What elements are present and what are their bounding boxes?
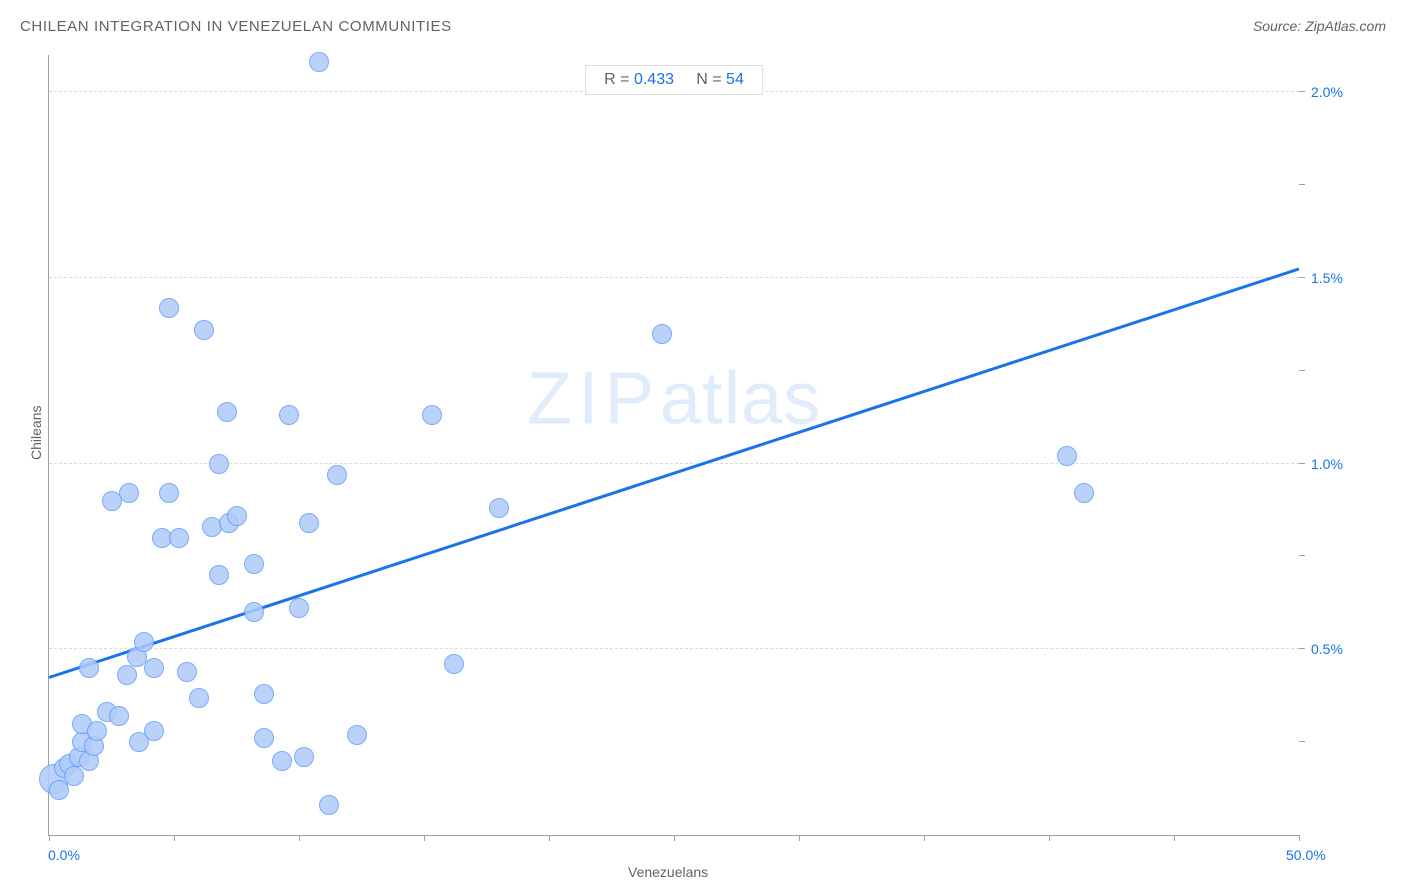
data-point	[319, 795, 339, 815]
y-tick-label: 1.5%	[1311, 270, 1343, 286]
data-point	[144, 721, 164, 741]
regression-line	[49, 268, 1300, 679]
r-label: R =	[604, 71, 634, 88]
data-point	[169, 528, 189, 548]
x-axis-label: Venezuelans	[628, 864, 708, 880]
x-axis-max-label: 50.0%	[1286, 847, 1326, 863]
x-tick	[674, 835, 675, 841]
data-point	[144, 658, 164, 678]
y-tick	[1299, 648, 1305, 649]
x-tick	[49, 835, 50, 841]
data-point	[272, 751, 292, 771]
y-tick	[1299, 277, 1305, 278]
watermark-zip: ZIP	[527, 357, 660, 440]
data-point	[422, 405, 442, 425]
gridline	[49, 648, 1299, 649]
gridline	[49, 463, 1299, 464]
y-axis-label: Chileans	[28, 406, 44, 460]
y-tick	[1299, 463, 1305, 464]
y-tick-label: 2.0%	[1311, 84, 1343, 100]
source-attribution: Source: ZipAtlas.com	[1253, 18, 1386, 34]
data-point	[117, 665, 137, 685]
data-point	[289, 598, 309, 618]
r-value: 0.433	[634, 71, 674, 88]
x-tick	[1299, 835, 1300, 841]
data-point	[177, 662, 197, 682]
data-point	[294, 747, 314, 767]
y-tick-label: 0.5%	[1311, 641, 1343, 657]
data-point	[244, 554, 264, 574]
data-point	[189, 688, 209, 708]
data-point	[309, 52, 329, 72]
data-point	[79, 658, 99, 678]
watermark: ZIPatlas	[527, 356, 821, 441]
data-point	[279, 405, 299, 425]
x-tick	[924, 835, 925, 841]
n-value: 54	[726, 71, 744, 88]
data-point	[652, 324, 672, 344]
data-point	[209, 565, 229, 585]
data-point	[1057, 446, 1077, 466]
data-point	[254, 684, 274, 704]
data-point	[64, 766, 84, 786]
data-point	[327, 465, 347, 485]
data-point	[159, 298, 179, 318]
y-tick	[1299, 555, 1305, 556]
watermark-atlas: atlas	[660, 357, 821, 440]
data-point	[134, 632, 154, 652]
x-tick	[1049, 835, 1050, 841]
y-tick	[1299, 91, 1305, 92]
data-point	[159, 483, 179, 503]
data-point	[119, 483, 139, 503]
data-point	[49, 780, 69, 800]
x-tick	[299, 835, 300, 841]
n-label: N =	[696, 71, 726, 88]
y-tick-label: 1.0%	[1311, 456, 1343, 472]
x-tick	[424, 835, 425, 841]
x-tick	[174, 835, 175, 841]
data-point	[347, 725, 367, 745]
data-point	[227, 506, 247, 526]
x-axis-min-label: 0.0%	[48, 847, 80, 863]
y-tick	[1299, 184, 1305, 185]
data-point	[244, 602, 264, 622]
x-tick	[799, 835, 800, 841]
stats-box: R = 0.433 N = 54	[585, 65, 763, 95]
y-tick	[1299, 741, 1305, 742]
data-point	[489, 498, 509, 518]
x-tick	[549, 835, 550, 841]
data-point	[194, 320, 214, 340]
y-tick	[1299, 370, 1305, 371]
chart-title: CHILEAN INTEGRATION IN VENEZUELAN COMMUN…	[20, 18, 452, 35]
data-point	[87, 721, 107, 741]
gridline	[49, 277, 1299, 278]
data-point	[1074, 483, 1094, 503]
scatter-plot-area: R = 0.433 N = 54 ZIPatlas 0.5%1.0%1.5%2.…	[48, 55, 1299, 836]
data-point	[254, 728, 274, 748]
x-tick	[1174, 835, 1175, 841]
data-point	[109, 706, 129, 726]
data-point	[299, 513, 319, 533]
data-point	[444, 654, 464, 674]
data-point	[217, 402, 237, 422]
data-point	[209, 454, 229, 474]
